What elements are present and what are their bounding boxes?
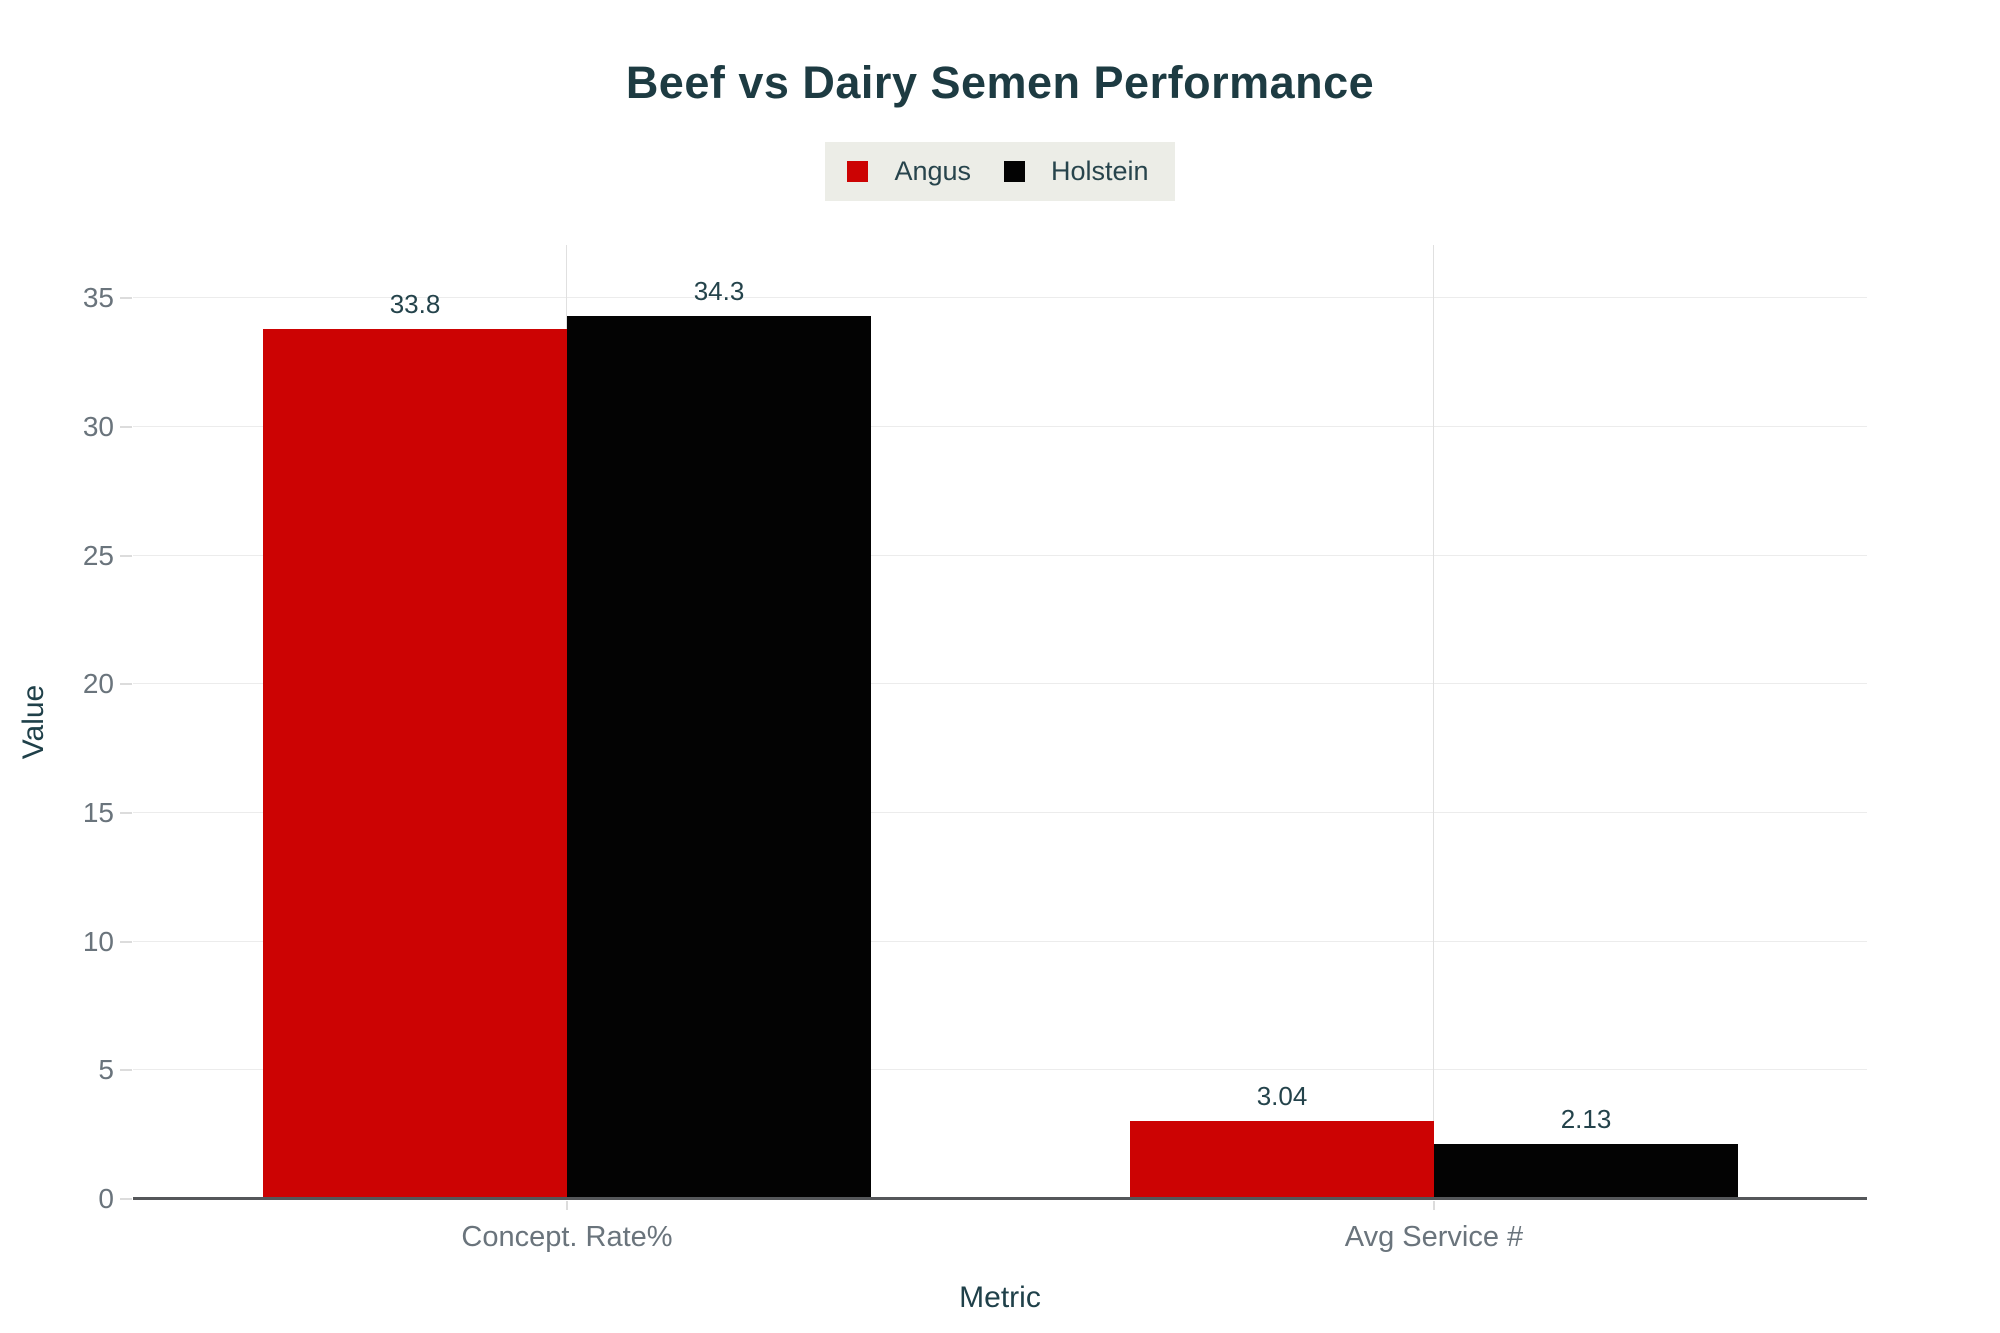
legend-item-angus[interactable]: Angus bbox=[847, 158, 971, 185]
y-tick-label: 15 bbox=[82, 797, 114, 828]
x-gridline bbox=[1433, 245, 1434, 1199]
y-tick-label: 20 bbox=[82, 668, 114, 699]
y-gridline bbox=[133, 683, 1867, 684]
y-gridline bbox=[133, 1069, 1867, 1070]
y-gridline bbox=[133, 812, 1867, 813]
y-tick-mark bbox=[120, 1198, 132, 1200]
x-axis-title: Metric bbox=[959, 1281, 1041, 1314]
legend-swatch-icon bbox=[1004, 161, 1025, 182]
y-gridline bbox=[133, 426, 1867, 427]
chart-title: Beef vs Dairy Semen Performance bbox=[625, 57, 1375, 108]
x-tick-mark bbox=[566, 1201, 568, 1210]
y-tick-mark bbox=[120, 555, 132, 557]
y-tick-label: 25 bbox=[82, 540, 114, 571]
y-axis-title: Value bbox=[17, 684, 50, 760]
legend-item-label: Angus bbox=[894, 156, 971, 186]
y-tick-mark bbox=[120, 426, 132, 428]
bar-angus-0 bbox=[263, 329, 567, 1199]
y-gridline bbox=[133, 555, 1867, 556]
y-tick-mark bbox=[120, 1069, 132, 1071]
y-gridline bbox=[133, 297, 1867, 298]
bar-value-label: 2.13 bbox=[1560, 1104, 1612, 1134]
legend-item-label: Holstein bbox=[1051, 156, 1149, 186]
y-tick-label: 10 bbox=[82, 926, 114, 957]
y-tick-mark bbox=[120, 941, 132, 943]
bar-value-label: 33.8 bbox=[389, 289, 441, 319]
bar-holstein-1 bbox=[1434, 1144, 1738, 1199]
x-tick-mark bbox=[1433, 1201, 1435, 1210]
bar-value-label: 34.3 bbox=[693, 276, 745, 306]
y-tick-mark bbox=[120, 683, 132, 685]
x-tick-label: Concept. Rate% bbox=[461, 1221, 673, 1253]
y-tick-mark bbox=[120, 297, 132, 299]
bar-angus-1 bbox=[1130, 1121, 1434, 1199]
legend-item-holstein[interactable]: Holstein bbox=[1004, 158, 1149, 185]
y-tick-label: 30 bbox=[82, 411, 114, 442]
legend: Angus Holstein bbox=[0, 142, 2000, 201]
y-tick-label: 35 bbox=[82, 282, 114, 313]
bar-holstein-0 bbox=[567, 316, 871, 1199]
y-tick-label: 5 bbox=[98, 1054, 114, 1085]
x-tick-label: Avg Service # bbox=[1344, 1221, 1524, 1253]
legend-swatch-icon bbox=[847, 161, 869, 182]
bar-value-label: 3.04 bbox=[1256, 1081, 1308, 1111]
y-tick-label: 0 bbox=[98, 1183, 114, 1214]
y-gridline bbox=[133, 941, 1867, 942]
legend-box: Angus Holstein bbox=[825, 142, 1175, 201]
x-axis-line bbox=[133, 1197, 1867, 1200]
y-tick-mark bbox=[120, 812, 132, 814]
